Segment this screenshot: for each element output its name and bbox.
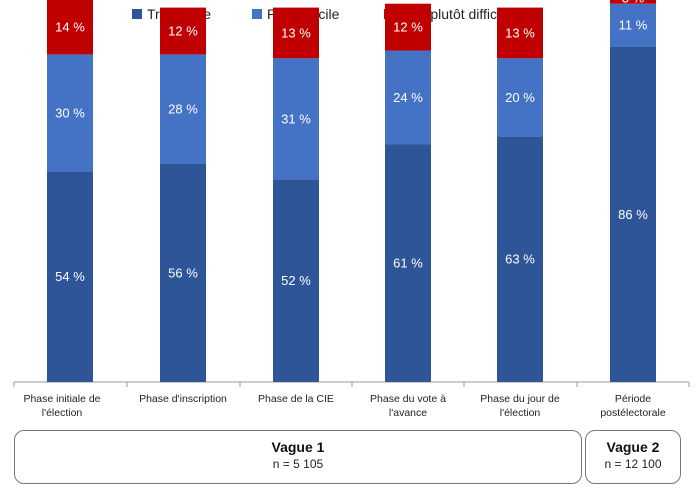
data-label: 14 % <box>55 20 85 35</box>
data-label: 13 % <box>281 25 311 40</box>
legend-swatch-tres-facile <box>132 9 142 19</box>
data-label: 11 % <box>619 18 648 33</box>
data-label: 12 % <box>393 20 423 35</box>
bar-segment <box>497 7 543 59</box>
data-label: 3 % <box>622 0 645 5</box>
bar-segment <box>273 179 319 382</box>
category-label: Phase de la CIE <box>258 393 334 405</box>
bar-segment <box>385 144 431 382</box>
bar-segment <box>610 46 656 382</box>
category-label: Période postélectorale <box>600 393 666 419</box>
category-label: Phase d'inscription <box>139 393 227 405</box>
bar-segment <box>610 0 656 4</box>
wave-1-title: Vague 1 <box>271 439 325 455</box>
category-label: Phase du vote à l'avance <box>370 393 446 419</box>
wave-1-sample-size: n = 5 105 <box>272 457 324 471</box>
bar-segment <box>47 171 93 382</box>
data-label: 24 % <box>393 90 423 105</box>
data-label: 56 % <box>168 265 198 280</box>
data-label: 12 % <box>168 24 198 39</box>
legend-swatch-plutot-facile <box>252 9 262 19</box>
bar-segment <box>497 136 543 382</box>
wave-1-box: Vague 1 n = 5 105 <box>14 430 582 484</box>
bar-segment <box>273 58 319 180</box>
wave-2-sample-size: n = 12 100 <box>604 457 662 471</box>
data-label: 52 % <box>281 273 311 288</box>
bar-segment <box>160 54 206 164</box>
data-label: 20 % <box>505 90 535 105</box>
bar-segment <box>160 7 206 55</box>
bar-segment <box>273 7 319 59</box>
data-label: 28 % <box>168 102 198 117</box>
bar-segment <box>47 0 93 55</box>
bar-segment <box>47 54 93 172</box>
data-label: 86 % <box>618 207 648 222</box>
category-label: Phase initiale de l'élection <box>23 393 101 419</box>
category-label: Phase du jour de l'élection <box>480 393 560 419</box>
bar-segment <box>497 58 543 137</box>
bar-segment <box>160 163 206 382</box>
data-label: 54 % <box>55 269 85 284</box>
data-label: 30 % <box>55 105 85 120</box>
data-label: 61 % <box>393 256 423 271</box>
wave-2-box: Vague 2 n = 12 100 <box>585 430 681 484</box>
bar-segment <box>385 3 431 51</box>
bar-segment <box>385 50 431 145</box>
wave-2-title: Vague 2 <box>606 439 660 455</box>
bar-segment <box>610 3 656 47</box>
data-label: 63 % <box>505 252 535 267</box>
data-label: 31 % <box>281 111 311 126</box>
data-label: 13 % <box>505 25 535 40</box>
